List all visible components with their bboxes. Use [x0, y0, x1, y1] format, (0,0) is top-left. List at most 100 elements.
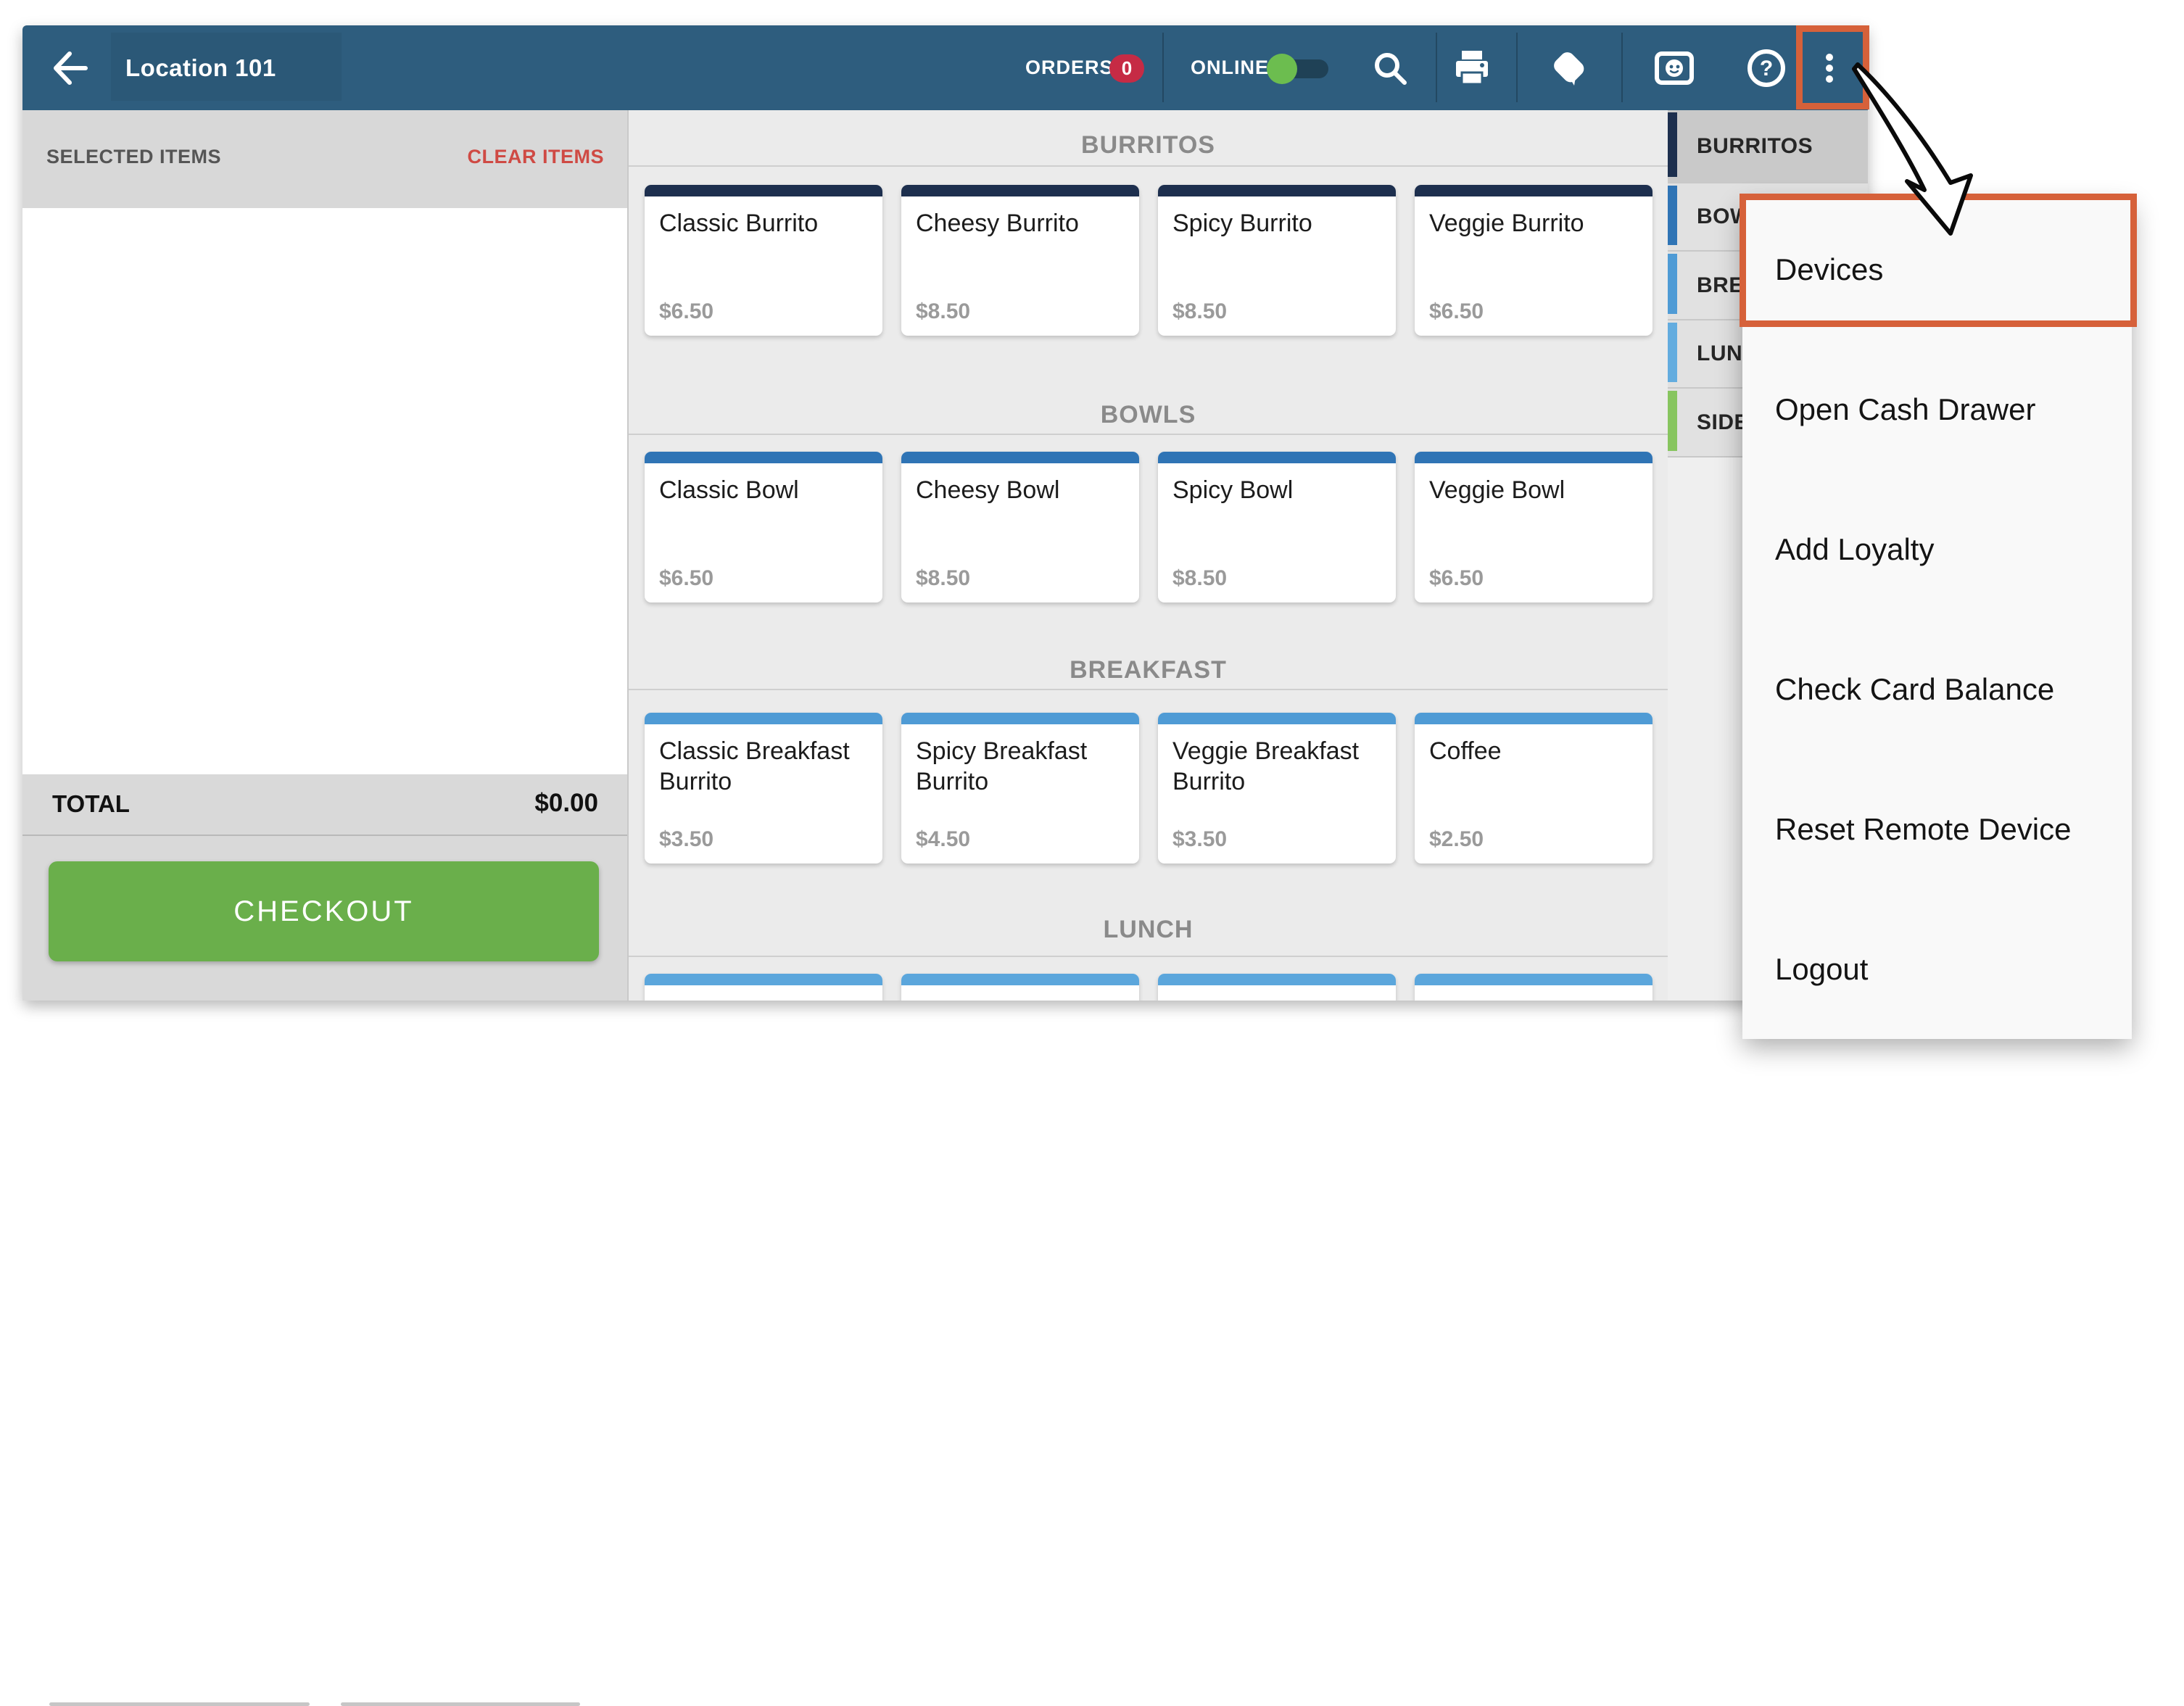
cart-footer: TOTAL $0.00 CHECKOUT: [22, 774, 627, 1706]
category-color-bar: [1668, 391, 1677, 451]
dropdown-item-reset-remote-device[interactable]: Reset Remote Device: [1775, 811, 2072, 846]
help-icon[interactable]: ?: [1746, 48, 1787, 88]
card-accent-bar: [901, 185, 1139, 196]
toolbar-divider: [1162, 33, 1164, 102]
item-price: $2.50: [1429, 827, 1484, 851]
item-price: $6.50: [659, 299, 714, 323]
card-accent-bar: [901, 974, 1139, 985]
item-name: Spicy Bowl: [1172, 476, 1294, 504]
checkout-button[interactable]: CHECKOUT: [49, 861, 599, 961]
overflow-menu-icon[interactable]: [1809, 48, 1850, 88]
overflow-dropdown-menu: Devices Open Cash Drawer Add Loyalty Che…: [1742, 199, 2132, 1039]
clear-items-button[interactable]: CLEAR ITEMS: [467, 146, 604, 167]
category-color-bar: [1668, 112, 1677, 177]
item-name: Coffee: [1429, 737, 1502, 765]
item-price: $6.50: [1429, 566, 1484, 590]
menu-item-cheesy-bowl[interactable]: Cheesy Bowl $8.50: [901, 452, 1139, 603]
back-icon[interactable]: [51, 51, 88, 86]
item-price: $8.50: [916, 299, 971, 323]
card-accent-bar: [645, 185, 882, 196]
menu-item-lunch-4[interactable]: [1415, 974, 1653, 1001]
item-price: $4.50: [916, 827, 971, 851]
item-price: $6.50: [659, 566, 714, 590]
item-name: Classic Burrito: [659, 210, 819, 237]
page-title: Location 101: [125, 54, 276, 81]
menu-item-classic-bowl[interactable]: Classic Bowl $6.50: [645, 452, 882, 603]
selected-items-label: SELECTED ITEMS: [46, 146, 222, 167]
section-divider: [629, 434, 1668, 435]
item-name: Spicy Burrito: [1172, 210, 1312, 237]
dropdown-item-open-cash-drawer[interactable]: Open Cash Drawer: [1775, 392, 2036, 426]
item-name: Veggie Burrito: [1429, 210, 1584, 237]
item-name: Spicy Breakfast Burrito: [916, 737, 1088, 795]
toolbar-divider: [1621, 33, 1623, 102]
cart-panel: SELECTED ITEMS CLEAR ITEMS TOTAL $0.00 C…: [22, 110, 629, 1706]
item-price: $8.50: [1172, 566, 1228, 590]
sidebar-item-burritos[interactable]: BURRITOS: [1668, 110, 1868, 183]
section-divider: [629, 165, 1668, 167]
item-price: $3.50: [659, 827, 714, 851]
toolbar-divider: [1516, 33, 1518, 102]
item-price: $8.50: [1172, 299, 1228, 323]
orders-count-badge: 0: [1109, 54, 1144, 83]
dropdown-item-check-card-balance[interactable]: Check Card Balance: [1775, 671, 2055, 706]
dropdown-item-logout[interactable]: Logout: [1775, 951, 1869, 986]
menu-item-veggie-burrito[interactable]: Veggie Burrito $6.50: [1415, 185, 1653, 336]
menu-item-veggie-breakfast-burrito[interactable]: Veggie Breakfast Burrito $3.50: [1158, 713, 1396, 864]
category-color-bar: [1668, 186, 1677, 245]
item-name: Cheesy Bowl: [916, 476, 1060, 504]
dropdown-item-devices[interactable]: Devices: [1775, 252, 1884, 286]
online-toggle-knob[interactable]: [1267, 54, 1297, 84]
card-accent-bar: [645, 713, 882, 724]
card-accent-bar: [901, 713, 1139, 724]
toolbar-divider: [1436, 33, 1437, 102]
tag-icon[interactable]: [1548, 48, 1589, 88]
item-name: Veggie Bowl: [1429, 476, 1565, 504]
menu-item-veggie-bowl[interactable]: Veggie Bowl $6.50: [1415, 452, 1653, 603]
item-price: $6.50: [1429, 299, 1484, 323]
printer-icon[interactable]: [1452, 48, 1492, 88]
card-accent-bar: [901, 452, 1139, 463]
top-app-bar: Location 101 ORDERS 0 ONLINE ?: [22, 25, 1868, 110]
menu-grid: BURRITOS Classic Burrito $6.50 Cheesy Bu…: [629, 110, 1668, 1001]
section-heading-lunch: LUNCH: [1103, 916, 1194, 943]
search-icon[interactable]: [1370, 48, 1410, 88]
customer-display-icon[interactable]: [1654, 48, 1695, 88]
svg-text:?: ?: [1760, 57, 1773, 80]
card-accent-bar: [645, 452, 882, 463]
cutoff-button-stub: [49, 1702, 310, 1706]
menu-item-lunch-2[interactable]: [901, 974, 1139, 1001]
menu-item-lunch-1[interactable]: [645, 974, 882, 1001]
card-accent-bar: [1415, 185, 1653, 196]
card-accent-bar: [645, 974, 882, 985]
category-color-bar: [1668, 323, 1677, 382]
item-name: Classic Breakfast Burrito: [659, 737, 850, 795]
menu-item-lunch-3[interactable]: [1158, 974, 1396, 1001]
item-name: Veggie Breakfast Burrito: [1172, 737, 1360, 795]
cart-header: SELECTED ITEMS CLEAR ITEMS: [22, 110, 627, 208]
section-heading-burritos: BURRITOS: [1081, 131, 1215, 159]
item-name: Cheesy Burrito: [916, 210, 1079, 237]
menu-item-spicy-burrito[interactable]: Spicy Burrito $8.50: [1158, 185, 1396, 336]
total-label: TOTAL: [52, 790, 130, 817]
section-heading-breakfast: BREAKFAST: [1070, 656, 1227, 684]
orders-label[interactable]: ORDERS: [1025, 57, 1114, 78]
menu-item-spicy-bowl[interactable]: Spicy Bowl $8.50: [1158, 452, 1396, 603]
card-accent-bar: [1415, 452, 1653, 463]
section-divider: [629, 689, 1668, 690]
menu-item-cheesy-burrito[interactable]: Cheesy Burrito $8.50: [901, 185, 1139, 336]
item-price: $8.50: [916, 566, 971, 590]
card-accent-bar: [1158, 713, 1396, 724]
menu-item-classic-burrito[interactable]: Classic Burrito $6.50: [645, 185, 882, 336]
card-accent-bar: [1158, 974, 1396, 985]
menu-item-classic-breakfast-burrito[interactable]: Classic Breakfast Burrito $3.50: [645, 713, 882, 864]
dropdown-item-add-loyalty[interactable]: Add Loyalty: [1775, 531, 1935, 566]
card-accent-bar: [1415, 713, 1653, 724]
cutoff-button-stub: [341, 1702, 580, 1706]
card-accent-bar: [1158, 452, 1396, 463]
sidebar-item-label: BURRITOS: [1697, 133, 1813, 158]
category-color-bar: [1668, 254, 1677, 314]
total-value: $0.00: [534, 789, 598, 817]
menu-item-coffee[interactable]: Coffee $2.50: [1415, 713, 1653, 864]
menu-item-spicy-breakfast-burrito[interactable]: Spicy Breakfast Burrito $4.50: [901, 713, 1139, 864]
